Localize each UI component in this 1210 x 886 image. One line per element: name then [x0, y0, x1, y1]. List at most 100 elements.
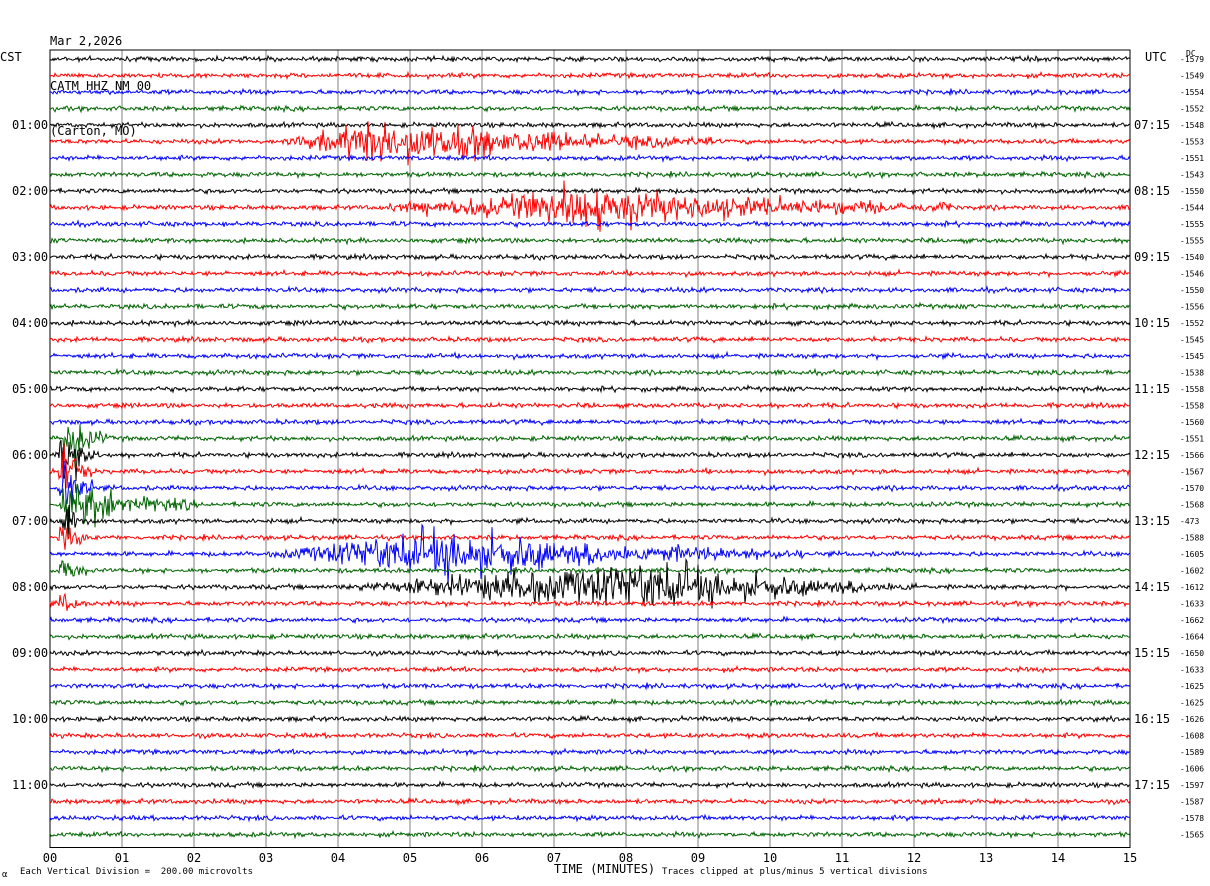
dc-offset-label: -1555 — [1180, 237, 1204, 246]
trace-44 — [49, 780, 1131, 790]
dc-offset-label: -1608 — [1180, 732, 1204, 741]
x-tick-label: 13 — [979, 851, 993, 865]
trace-15 — [49, 301, 1131, 312]
dc-offset-label: -1538 — [1180, 369, 1204, 378]
x-tick-label: 12 — [907, 851, 921, 865]
trace-41 — [49, 731, 1131, 741]
trace-16 — [49, 318, 1131, 329]
dc-offset-label: -1558 — [1180, 385, 1204, 394]
date-label: Mar 2,2026 — [50, 34, 123, 48]
trace-40 — [49, 714, 1131, 724]
right-hour-label: 07:15 — [1134, 118, 1170, 132]
dc-offset-label: -473 — [1180, 517, 1199, 526]
left-timezone-label: CST — [0, 50, 22, 64]
dc-offset-label: -1556 — [1180, 303, 1204, 312]
trace-28 — [49, 504, 1131, 539]
plot-frame — [49, 49, 1131, 848]
trace-7 — [49, 170, 1131, 180]
trace-2 — [49, 87, 1131, 97]
dc-offset-label: -1633 — [1180, 666, 1204, 675]
dc-offset-label: -1560 — [1180, 418, 1204, 427]
left-hour-label: 07:00 — [12, 514, 48, 528]
dc-offset-label: -1625 — [1180, 699, 1204, 708]
trace-19 — [49, 367, 1131, 378]
dc-offset-label: -1549 — [1180, 72, 1204, 81]
trace-45 — [49, 796, 1131, 807]
trace-11 — [49, 236, 1131, 246]
x-tick-label: 05 — [403, 851, 417, 865]
dc-offset-label: -1551 — [1180, 154, 1204, 163]
dc-offset-label: -1558 — [1180, 402, 1204, 411]
dc-offset-label: -1602 — [1180, 567, 1204, 576]
trace-0 — [49, 54, 1131, 64]
trace-42 — [49, 747, 1131, 758]
dc-offset-label: -1570 — [1180, 484, 1204, 493]
scale-note: Each Vertical Division = 200.00 microvol… — [20, 867, 253, 877]
x-tick-label: 03 — [259, 851, 273, 865]
x-axis-title: TIME (MINUTES) — [554, 862, 656, 876]
right-hour-label: 12:15 — [1134, 448, 1170, 462]
dc-offset-label: -1552 — [1180, 319, 1204, 328]
dc-offset-label: -1550 — [1180, 187, 1204, 196]
dc-offset-label: -1597 — [1180, 781, 1204, 790]
trace-31 — [49, 560, 1131, 577]
right-hour-label: 09:15 — [1134, 250, 1170, 264]
right-hour-label: 14:15 — [1134, 580, 1170, 594]
left-hour-label: 05:00 — [12, 382, 48, 396]
trace-36 — [49, 648, 1131, 658]
left-hour-label: 10:00 — [12, 712, 48, 726]
trace-38 — [49, 681, 1131, 691]
dc-offset-label: -1565 — [1180, 831, 1204, 840]
dc-offset-label: -1662 — [1180, 616, 1204, 625]
left-hour-label: 01:00 — [12, 118, 48, 132]
dc-offset-label: -1587 — [1180, 798, 1204, 807]
dc-offset-label: -1633 — [1180, 600, 1204, 609]
trace-33 — [49, 592, 1131, 611]
dc-offset-label: -1540 — [1180, 253, 1204, 262]
dc-offset-label: -1552 — [1180, 105, 1204, 114]
right-hour-label: 10:15 — [1134, 316, 1170, 330]
dc-offset-label: -1554 — [1180, 88, 1204, 97]
left-hour-label: 11:00 — [12, 778, 48, 792]
trace-1 — [49, 70, 1131, 81]
dc-offset-label: -1664 — [1180, 633, 1204, 642]
x-tick-label: 07 — [547, 851, 561, 865]
right-timezone-label: UTC — [1145, 50, 1167, 64]
right-hour-label: 15:15 — [1134, 646, 1170, 660]
trace-12 — [49, 252, 1131, 262]
trace-39 — [49, 697, 1131, 707]
trace-4 — [49, 120, 1131, 130]
trace-26 — [49, 461, 1131, 505]
right-hour-label: 11:15 — [1134, 382, 1170, 396]
dc-offset-label: -1568 — [1180, 501, 1204, 510]
trace-5 — [49, 121, 1131, 166]
x-tick-label: 11 — [835, 851, 849, 865]
dc-offset-label: -1625 — [1180, 682, 1204, 691]
dc-offset-label: -1544 — [1180, 204, 1204, 213]
left-hour-label: 06:00 — [12, 448, 48, 462]
trace-18 — [49, 350, 1131, 362]
dc-offset-label: -1553 — [1180, 138, 1204, 147]
left-hour-label: 02:00 — [12, 184, 48, 198]
trace-47 — [49, 830, 1131, 840]
dc-offset-label: -1545 — [1180, 352, 1204, 361]
dc-offset-label: -1555 — [1180, 220, 1204, 229]
dc-offset-label: -1550 — [1180, 286, 1204, 295]
dc-offset-label: -1567 — [1180, 468, 1204, 477]
right-hour-label: 13:15 — [1134, 514, 1170, 528]
trace-20 — [50, 383, 1131, 395]
trace-25 — [49, 443, 1131, 489]
x-tick-label: 15 — [1123, 851, 1137, 865]
dc-offset-label: -1650 — [1180, 649, 1204, 658]
x-tick-label: 00 — [43, 851, 57, 865]
trace-6 — [49, 153, 1131, 164]
trace-37 — [49, 665, 1131, 675]
right-hour-label: 17:15 — [1134, 778, 1170, 792]
dc-offset-label: -1579 — [1180, 55, 1204, 64]
station-label: CATM HHZ NM 00 — [50, 79, 152, 93]
trace-22 — [49, 417, 1131, 427]
dc-offset-label: -1545 — [1180, 336, 1204, 345]
trace-29 — [49, 526, 1131, 550]
dc-offset-label: -1548 — [1180, 121, 1204, 130]
